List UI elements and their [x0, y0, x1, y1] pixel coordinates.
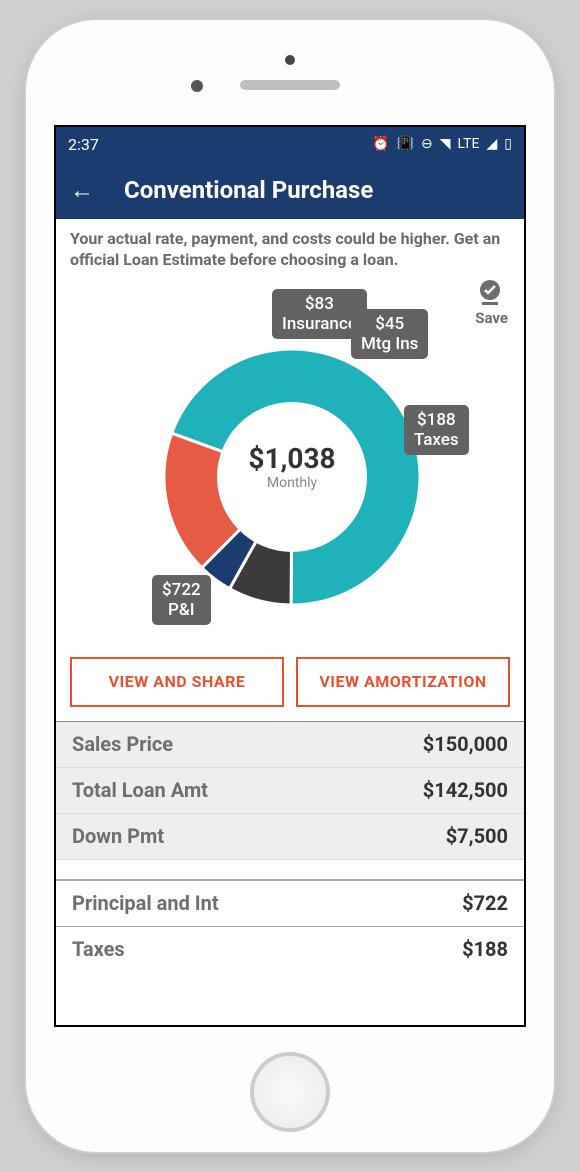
vibrate-icon: 📳	[397, 136, 414, 152]
table-gap	[56, 860, 524, 880]
battery-icon: ▯	[504, 136, 512, 152]
row-label: Sales Price	[72, 732, 173, 756]
donut-center: $1,038 Monthly	[226, 442, 358, 491]
wifi-icon: ◥	[440, 136, 451, 152]
table-row[interactable]: Principal and Int $722	[56, 880, 524, 926]
donut-total: $1,038	[226, 442, 358, 475]
row-value: $150,000	[423, 732, 508, 756]
row-label: Down Pmt	[72, 824, 164, 848]
row-value: $142,500	[423, 778, 508, 802]
app-bar: ← Conventional Purchase	[56, 161, 524, 219]
signal-icon: ◢	[487, 136, 498, 152]
screen: 2:37 ⏰ 📳 ⊖ ◥ LTE ◢ ▯ ← Conventional Purc…	[54, 125, 526, 1027]
table-row[interactable]: Total Loan Amt $142,500	[56, 768, 524, 814]
speaker-grille	[240, 80, 340, 90]
donut-sub: Monthly	[226, 475, 358, 491]
row-label: Taxes	[72, 937, 125, 961]
row-value: $722	[462, 891, 508, 915]
action-buttons: VIEW AND SHARE VIEW AMORTIZATION	[56, 657, 524, 721]
page-title: Conventional Purchase	[124, 176, 373, 204]
row-value: $188	[462, 937, 508, 961]
summary-table: Sales Price $150,000 Total Loan Amt $142,50…	[56, 721, 524, 972]
view-amortization-button[interactable]: VIEW AMORTIZATION	[296, 657, 510, 707]
back-button[interactable]: ←	[70, 176, 94, 205]
status-icons: ⏰ 📳 ⊖ ◥ LTE ◢ ▯	[372, 136, 512, 152]
table-row[interactable]: Taxes $188	[56, 926, 524, 972]
donut-chart: $1,038 Monthly $722P&I$83Insurance$45Mtg…	[56, 277, 524, 657]
view-share-button[interactable]: VIEW AND SHARE	[70, 657, 284, 707]
row-value: $7,500	[446, 824, 508, 848]
chart-label-pi: $722P&I	[152, 575, 211, 626]
sensor-dot	[191, 80, 203, 92]
home-button[interactable]	[250, 1052, 330, 1132]
dnd-icon: ⊖	[421, 136, 433, 152]
table-row[interactable]: Sales Price $150,000	[56, 722, 524, 768]
camera-dot	[285, 55, 295, 65]
chart-label-mtgins: $45Mtg Ins	[351, 309, 428, 360]
network-label: LTE	[458, 136, 480, 152]
disclaimer-text: Your actual rate, payment, and costs cou…	[56, 219, 524, 277]
status-time: 2:37	[68, 135, 99, 154]
table-row[interactable]: Down Pmt $7,500	[56, 814, 524, 860]
row-label: Principal and Int	[72, 891, 219, 915]
alarm-icon: ⏰	[372, 136, 389, 152]
status-bar: 2:37 ⏰ 📳 ⊖ ◥ LTE ◢ ▯	[56, 127, 524, 161]
row-label: Total Loan Amt	[72, 778, 208, 802]
phone-frame: 2:37 ⏰ 📳 ⊖ ◥ LTE ◢ ▯ ← Conventional Purc…	[26, 20, 554, 1152]
chart-label-taxes: $188Taxes	[404, 405, 469, 456]
